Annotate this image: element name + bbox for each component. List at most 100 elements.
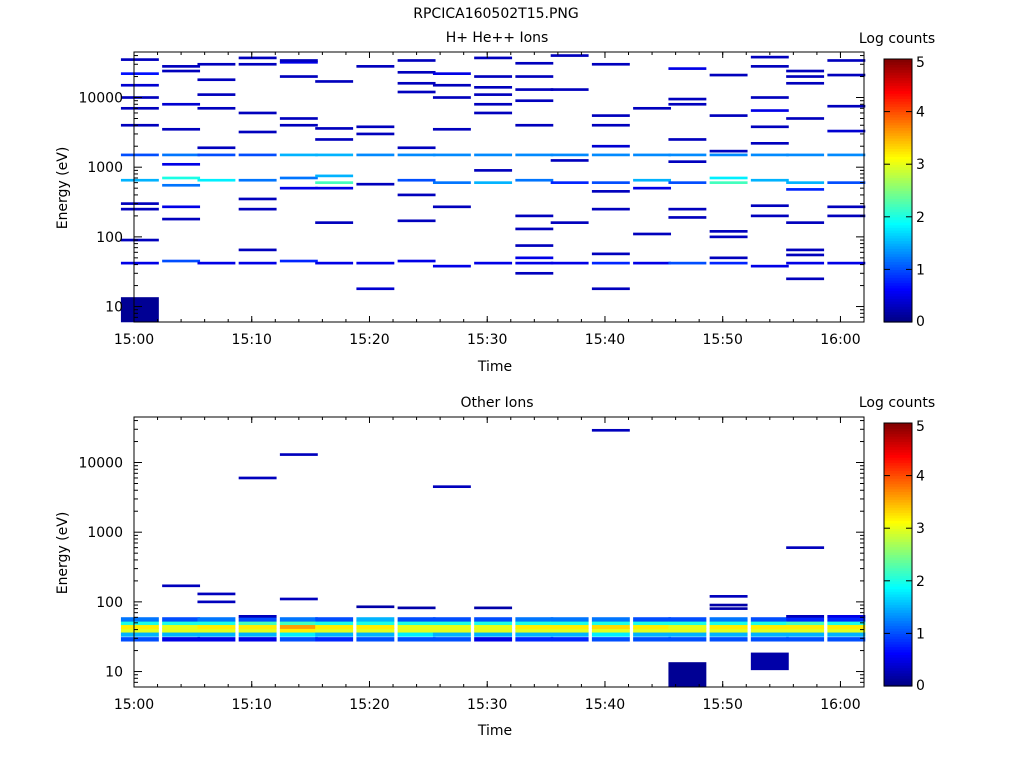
- heatmap-cell: [750, 628, 789, 633]
- colorbar-swatch: [884, 185, 912, 189]
- colorbar-swatch: [884, 549, 912, 553]
- x-tick-label: 15:50: [703, 332, 743, 348]
- colorbar-swatch: [884, 82, 912, 86]
- colorbar-swatch: [884, 232, 912, 236]
- heatmap-cell: [668, 153, 707, 157]
- colorbar-swatch: [884, 187, 912, 192]
- heatmap-cell: [197, 600, 236, 604]
- colorbar-tick-label: 4: [916, 105, 925, 121]
- heatmap-cell: [709, 595, 748, 598]
- heatmap-cell: [238, 476, 277, 480]
- heatmap-cell: [827, 637, 866, 642]
- colorbar-swatch: [884, 664, 912, 669]
- colorbar-tick-label: 4: [916, 469, 925, 485]
- heatmap-cell: [432, 96, 471, 99]
- heatmap-cell: [120, 153, 159, 157]
- colorbar-swatch: [884, 140, 912, 144]
- colorbar-swatch: [884, 470, 912, 474]
- heatmap-cell: [515, 214, 554, 218]
- colorbar-swatch: [884, 465, 912, 469]
- colorbar-swatch: [884, 667, 912, 671]
- colorbar-label: Log counts: [859, 31, 935, 47]
- y-tick-label: 10: [105, 665, 123, 681]
- heatmap-cell: [279, 453, 318, 456]
- heatmap-cell: [591, 261, 630, 265]
- colorbar-swatch: [884, 480, 912, 485]
- colorbar-swatch: [884, 253, 912, 257]
- heatmap-cell: [279, 637, 318, 642]
- colorbar-swatch: [884, 132, 912, 136]
- heatmap-cell: [315, 624, 354, 629]
- colorbar-swatch: [884, 153, 912, 157]
- x-tick-label: 15:40: [585, 332, 625, 348]
- heatmap-cell: [515, 227, 554, 231]
- heatmap-cell: [197, 637, 236, 642]
- colorbar-swatch: [884, 522, 912, 527]
- heatmap-cell: [162, 102, 201, 106]
- colorbar-swatch: [884, 319, 912, 323]
- colorbar-swatch: [884, 586, 912, 590]
- colorbar-swatch: [884, 227, 912, 231]
- heatmap-cell: [238, 632, 277, 637]
- colorbar-swatch: [884, 520, 912, 524]
- heatmap-cell: [356, 153, 395, 157]
- heatmap-cell: [550, 632, 589, 637]
- heatmap-cell: [397, 193, 436, 197]
- colorbar-swatch: [884, 654, 912, 658]
- colorbar-swatch: [884, 444, 912, 448]
- heatmap-cell: [474, 93, 513, 96]
- heatmap-cell: [515, 244, 554, 247]
- colorbar-swatch: [884, 643, 912, 648]
- heatmap-cell: [474, 85, 513, 89]
- heatmap-cell: [515, 256, 554, 260]
- colorbar-swatch: [884, 659, 912, 663]
- heatmap-cell: [633, 637, 672, 642]
- heatmap-cell: [591, 181, 630, 184]
- y-axis-label: Energy (eV): [55, 147, 71, 230]
- heatmap-cell: [827, 620, 866, 626]
- heatmap-cell: [120, 238, 159, 242]
- colorbar-swatch: [884, 462, 912, 466]
- colorbar-swatch: [884, 617, 912, 621]
- heatmap-cell: [515, 153, 554, 157]
- heatmap-cell: [591, 153, 630, 157]
- panel-title: Other Ions: [460, 395, 533, 411]
- colorbar-swatch: [884, 636, 912, 640]
- colorbar-tick-label: 1: [916, 262, 925, 278]
- colorbar-swatch: [884, 575, 912, 579]
- colorbar-swatch: [884, 250, 912, 255]
- colorbar-swatch: [884, 101, 912, 105]
- heatmap-cell: [238, 614, 277, 618]
- heatmap-cell: [197, 93, 236, 96]
- heatmap-cell: [432, 628, 471, 633]
- colorbar-swatch: [884, 517, 912, 521]
- colorbar-swatch: [884, 127, 912, 131]
- heatmap-cell: [668, 138, 707, 141]
- axes: 15:00 15:10 15:20 15:30 15:40 15:50 16:00 10 100…: [78, 52, 865, 348]
- colorbar-swatch: [884, 641, 912, 645]
- heatmap-cell: [750, 624, 789, 629]
- x-tick-label: 15:30: [467, 697, 507, 713]
- heatmap-cell: [786, 248, 825, 252]
- heatmap-cell: [668, 662, 707, 688]
- heatmap-cell: [668, 102, 707, 106]
- heatmap-cell: [786, 628, 825, 633]
- figure-title: RPCICA160502T15.PNG: [413, 6, 578, 22]
- colorbar-swatch: [884, 103, 912, 107]
- colorbar-label: Log counts: [859, 395, 935, 411]
- heatmap-cell: [591, 144, 630, 148]
- colorbar-swatch: [884, 214, 912, 218]
- heatmap-cell: [474, 637, 513, 642]
- heatmap-cell: [786, 221, 825, 224]
- heatmap-cell: [709, 153, 748, 157]
- heatmap-cell: [397, 59, 436, 62]
- colorbar-swatch: [884, 235, 912, 239]
- heatmap-cell: [827, 624, 866, 629]
- colorbar-swatch: [884, 61, 912, 65]
- heatmap-cell: [238, 620, 277, 626]
- heatmap-cell: [515, 61, 554, 65]
- heatmap-cell: [550, 261, 589, 265]
- heatmap-cell: [432, 637, 471, 642]
- heatmap-cell: [633, 632, 672, 637]
- heatmap-cell: [120, 297, 159, 323]
